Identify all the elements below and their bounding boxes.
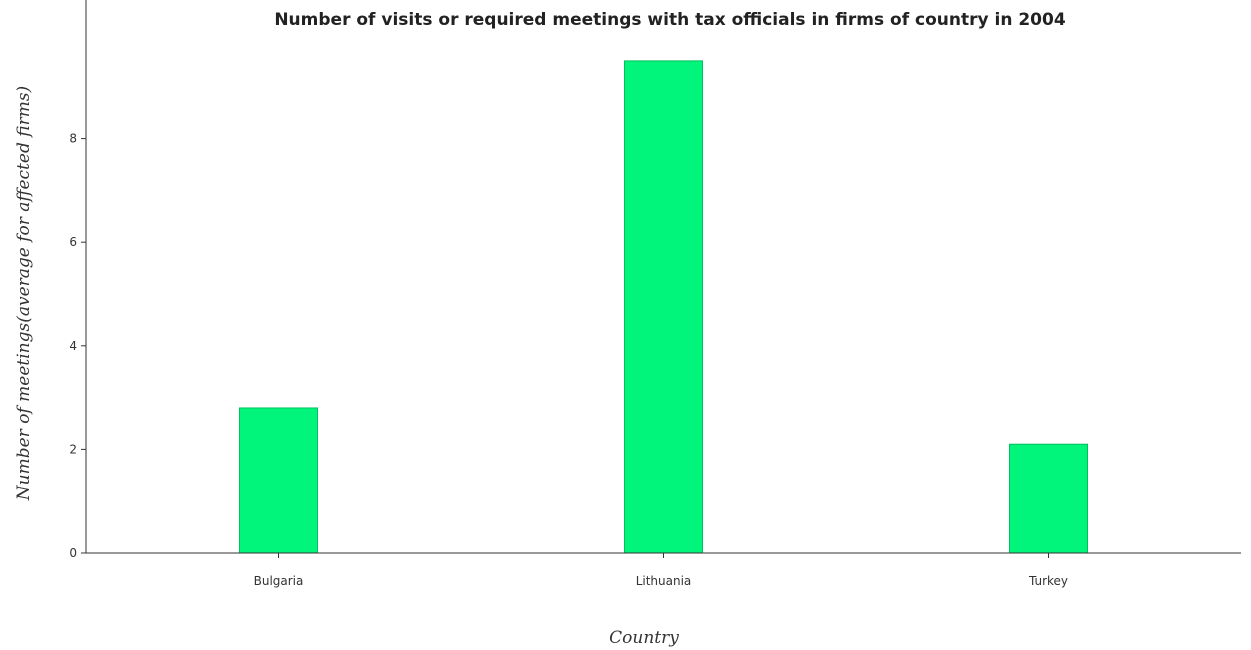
y-tick-label: 6 (69, 235, 77, 249)
bars (239, 60, 1088, 554)
bar-turkey (1009, 443, 1088, 554)
y-tick-label: 8 (69, 132, 77, 146)
x-tick-label-bulgaria: Bulgaria (254, 574, 304, 588)
chart-title: Number of visits or required meetings wi… (274, 10, 1066, 30)
bar-lithuania (624, 60, 703, 554)
bar-bulgaria (239, 407, 318, 554)
x-tick-label-lithuania: Lithuania (636, 574, 692, 588)
y-tick-label: 4 (69, 339, 77, 353)
y-tick-label: 0 (69, 546, 77, 560)
x-axis-ticks: Bulgaria Lithuania Turkey (254, 553, 1068, 588)
x-axis-label: Country (609, 628, 679, 648)
y-tick-label: 2 (69, 442, 77, 456)
x-tick-label-turkey: Turkey (1028, 574, 1068, 588)
y-axis-label: Number of meetings(average for affected … (14, 86, 34, 501)
y-axis-ticks: 0 2 4 6 8 (69, 132, 86, 560)
